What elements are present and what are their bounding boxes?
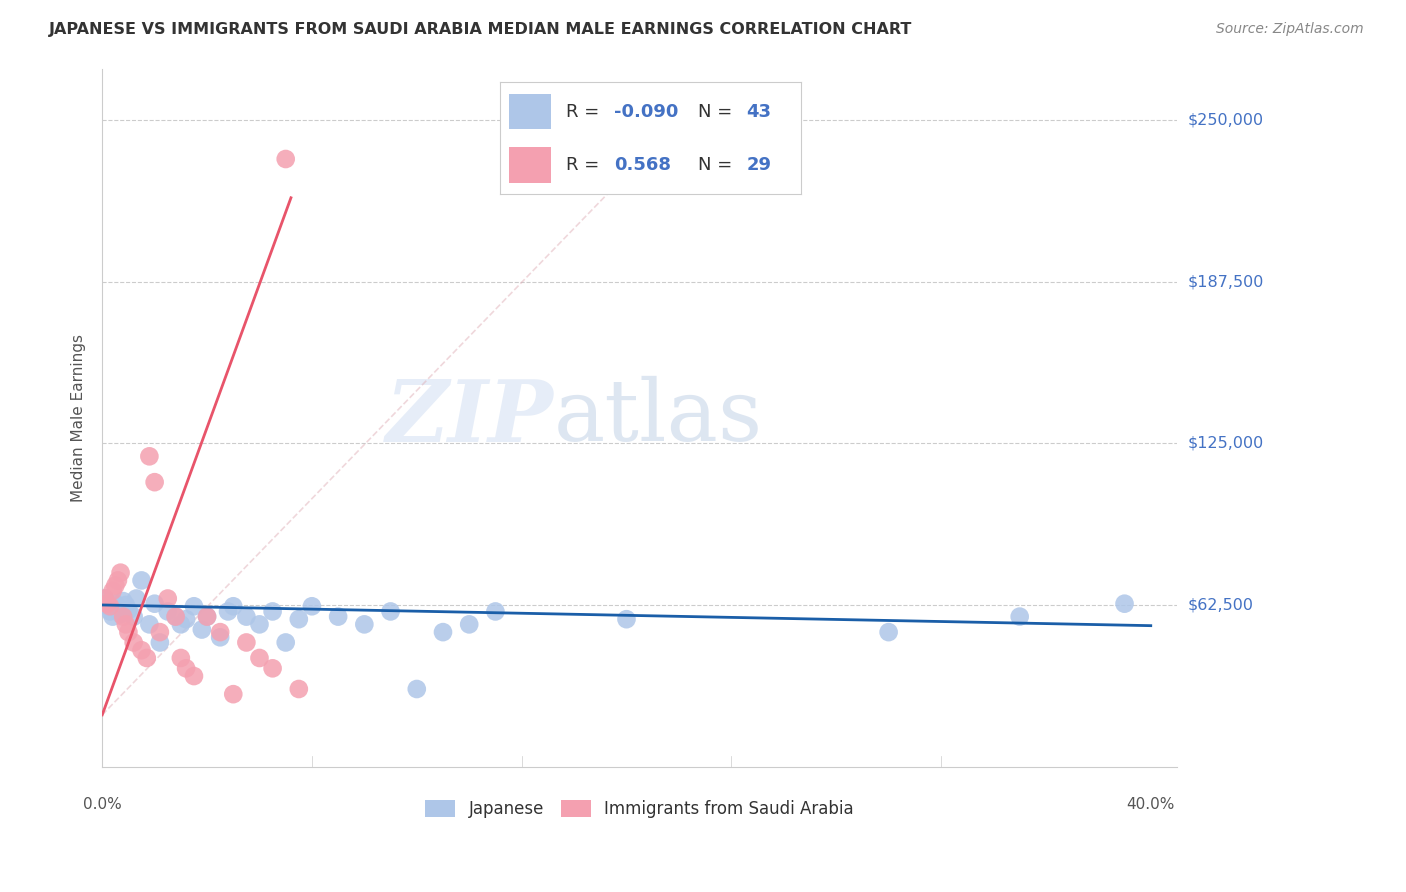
- Point: [249, 651, 271, 665]
- Point: [877, 625, 900, 640]
- Point: [616, 612, 638, 626]
- Point: [174, 612, 197, 626]
- Point: [122, 635, 145, 649]
- Point: [96, 599, 118, 614]
- Text: ZIP: ZIP: [385, 376, 554, 459]
- Point: [117, 603, 139, 617]
- Text: $62,500: $62,500: [1188, 598, 1254, 613]
- Text: $250,000: $250,000: [1188, 112, 1264, 128]
- Text: JAPANESE VS IMMIGRANTS FROM SAUDI ARABIA MEDIAN MALE EARNINGS CORRELATION CHART: JAPANESE VS IMMIGRANTS FROM SAUDI ARABIA…: [49, 22, 912, 37]
- Text: Source: ZipAtlas.com: Source: ZipAtlas.com: [1216, 22, 1364, 37]
- Point: [262, 604, 284, 618]
- Point: [209, 625, 232, 640]
- Point: [235, 609, 257, 624]
- Point: [107, 602, 129, 616]
- Point: [98, 604, 121, 618]
- Point: [458, 617, 481, 632]
- Point: [94, 591, 117, 606]
- Point: [94, 591, 117, 606]
- Point: [209, 630, 232, 644]
- Point: [143, 475, 166, 490]
- Point: [156, 604, 179, 618]
- Point: [222, 599, 245, 614]
- Point: [326, 609, 349, 624]
- Point: [288, 681, 311, 696]
- Point: [131, 643, 153, 657]
- Point: [104, 597, 127, 611]
- Point: [1008, 609, 1031, 624]
- Point: [301, 599, 323, 614]
- Point: [114, 617, 136, 632]
- Text: atlas: atlas: [554, 376, 762, 459]
- Point: [165, 609, 187, 624]
- Point: [195, 609, 218, 624]
- Point: [484, 604, 506, 618]
- Text: $187,500: $187,500: [1188, 275, 1264, 289]
- Point: [288, 612, 311, 626]
- Point: [101, 609, 124, 624]
- Text: 0.0%: 0.0%: [83, 797, 121, 812]
- Point: [117, 625, 139, 640]
- Point: [165, 609, 187, 624]
- Point: [110, 607, 132, 621]
- Point: [274, 152, 297, 166]
- Point: [222, 687, 245, 701]
- Point: [101, 583, 124, 598]
- Point: [135, 651, 157, 665]
- Point: [149, 635, 172, 649]
- Point: [143, 597, 166, 611]
- Point: [183, 669, 205, 683]
- Point: [170, 617, 193, 632]
- Point: [112, 594, 135, 608]
- Point: [195, 609, 218, 624]
- Point: [183, 599, 205, 614]
- Point: [110, 566, 132, 580]
- Point: [125, 591, 148, 606]
- Point: [274, 635, 297, 649]
- Point: [156, 591, 179, 606]
- Point: [98, 599, 121, 614]
- Point: [131, 574, 153, 588]
- Text: $125,000: $125,000: [1188, 436, 1264, 450]
- Point: [353, 617, 375, 632]
- Point: [262, 661, 284, 675]
- Point: [170, 651, 193, 665]
- Point: [96, 597, 118, 611]
- Point: [1114, 597, 1136, 611]
- Point: [112, 609, 135, 624]
- Point: [405, 681, 427, 696]
- Point: [138, 450, 160, 464]
- Point: [107, 574, 129, 588]
- Point: [114, 598, 136, 612]
- Y-axis label: Median Male Earnings: Median Male Earnings: [72, 334, 86, 501]
- Point: [104, 578, 127, 592]
- Point: [191, 623, 214, 637]
- Point: [235, 635, 257, 649]
- Legend: Japanese, Immigrants from Saudi Arabia: Japanese, Immigrants from Saudi Arabia: [419, 793, 860, 824]
- Point: [174, 661, 197, 675]
- Point: [217, 604, 239, 618]
- Point: [149, 625, 172, 640]
- Point: [432, 625, 454, 640]
- Point: [138, 617, 160, 632]
- Point: [380, 604, 402, 618]
- Text: 40.0%: 40.0%: [1126, 797, 1175, 812]
- Point: [122, 609, 145, 624]
- Point: [249, 617, 271, 632]
